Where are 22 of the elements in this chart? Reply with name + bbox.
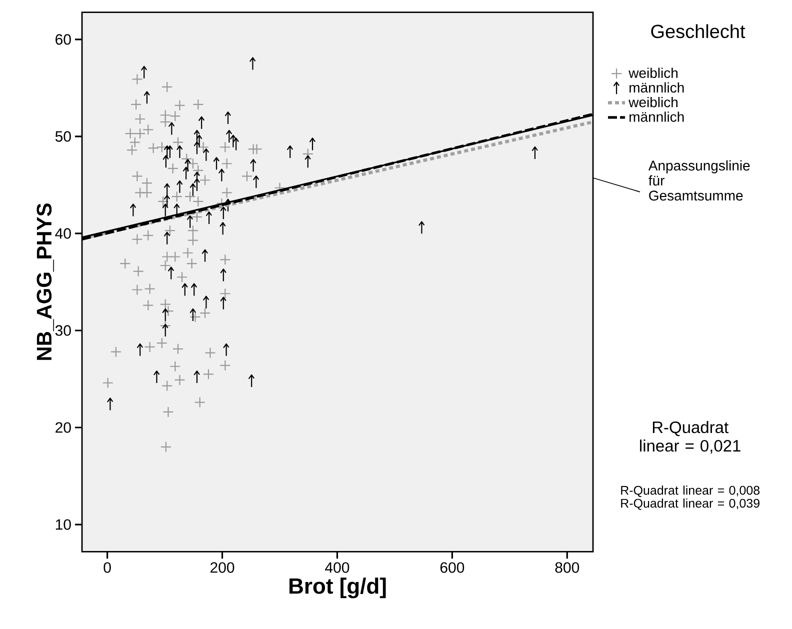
legend-label: männlich — [630, 112, 684, 122]
legend-label: weiblich — [628, 68, 678, 78]
y-tick-label: 10 — [56, 519, 71, 530]
text: R-Quadrat linear = 0,021 — [640, 421, 740, 454]
legend-label: Anpassungslinie für Gesamtsumme — [648, 160, 750, 201]
y-tick-label: 40 — [55, 228, 71, 239]
text: R-Quadrat linear = 0,039 — [621, 498, 760, 510]
x-axis-title: Brot [g/d] — [289, 578, 386, 598]
legend-title: Geschlecht — [651, 24, 746, 38]
y-axis-title: NB_AGG_PHYS — [36, 203, 54, 360]
x-tick-label: 0 — [104, 562, 111, 573]
y-tick-label: 30 — [55, 325, 71, 336]
text: R-Quadrat linear = 0,008 — [621, 486, 760, 497]
x-tick-label: 800 — [555, 562, 580, 573]
y-tick-label: 60 — [56, 34, 71, 45]
y-tick-label: 20 — [56, 422, 71, 433]
legend-label: weiblich — [628, 96, 678, 108]
x-tick-label: 400 — [325, 562, 350, 573]
x-tick-label: 200 — [210, 562, 234, 573]
x-tick-label: 600 — [440, 562, 464, 573]
legend-label: männlich — [630, 82, 684, 93]
y-tick-label: 50 — [55, 131, 71, 142]
